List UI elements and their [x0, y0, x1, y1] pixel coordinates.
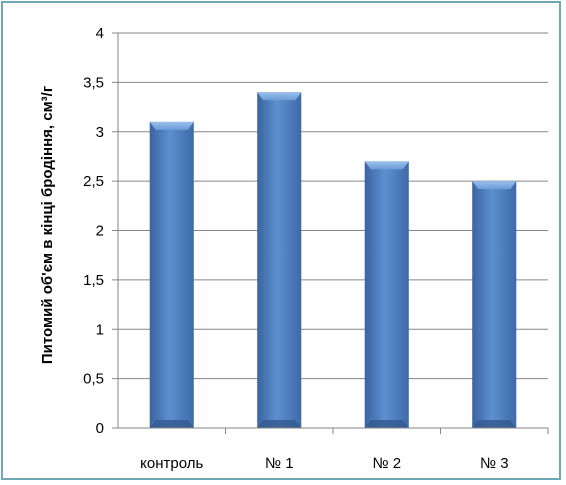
bar-base: [149, 420, 194, 428]
x-category-label: № 2: [372, 455, 401, 472]
y-tick-label: 3,5: [83, 74, 104, 91]
bar-4: [472, 181, 517, 428]
bar-chart: 0 0,5 1 1,5 2 2,5 3 3,5 4 контроль № 1 № 2 № 3 Питом…: [39, 25, 549, 472]
y-tick-label: 0,5: [83, 371, 104, 388]
x-category-label: № 1: [265, 455, 294, 472]
y-tick-label: 2: [96, 223, 104, 240]
x-category-label: контроль: [140, 455, 203, 472]
bar-body: [257, 92, 302, 428]
y-tick-label: 1,5: [83, 272, 104, 289]
y-tick-label: 2,5: [83, 173, 104, 190]
bar-base: [257, 420, 302, 428]
y-axis-title: Питомий об'єм в кінці бродіння, см³/г: [39, 86, 56, 364]
bar-base: [364, 420, 409, 428]
chart-frame: 0 0,5 1 1,5 2 2,5 3 3,5 4 контроль № 1 № 2 № 3 Питом…: [1, 1, 561, 480]
bar-cap: [149, 121, 194, 130]
bar-body: [472, 181, 517, 428]
x-category-label: № 3: [480, 455, 509, 472]
bar-cap: [472, 181, 517, 190]
y-tick-label: 1: [96, 321, 104, 338]
bar-2: [257, 92, 302, 428]
bar-1: [149, 121, 194, 428]
bar-3: [364, 161, 409, 428]
bar-base: [472, 420, 517, 428]
bars: [149, 92, 517, 428]
bar-body: [364, 161, 409, 428]
y-tick-label: 4: [96, 25, 104, 42]
y-tick-label: 3: [96, 124, 104, 141]
bar-cap: [257, 92, 302, 101]
bar-body: [149, 121, 194, 428]
y-tick-label: 0: [96, 420, 104, 437]
axes: 0 0,5 1 1,5 2 2,5 3 3,5 4 контроль № 1 № 2 № 3: [83, 25, 549, 472]
bar-cap: [364, 161, 409, 170]
